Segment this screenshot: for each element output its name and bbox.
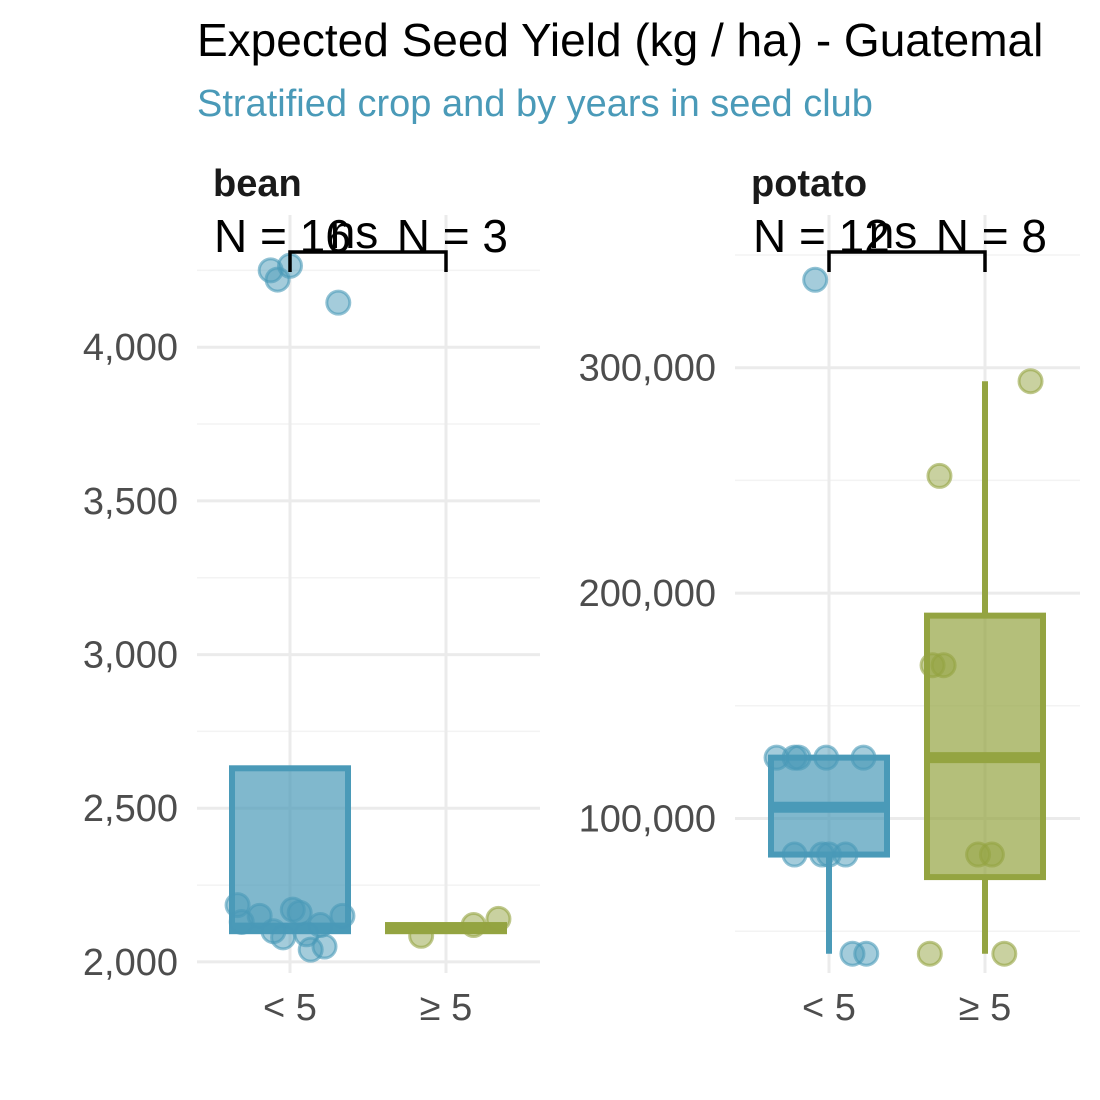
- data-point: [270, 924, 297, 951]
- chart-title: Expected Seed Yield (kg / ha) - Guatemal: [197, 14, 1043, 66]
- y-tick-label: 300,000: [579, 348, 716, 390]
- data-point: [781, 841, 808, 868]
- data-point: [1017, 368, 1044, 395]
- data-point: [853, 940, 880, 967]
- n-count-label: N = 3: [397, 210, 508, 262]
- data-point: [329, 902, 356, 929]
- significance-label: ns: [330, 206, 379, 258]
- facet-label: bean: [213, 163, 302, 205]
- significance-label: ns: [869, 206, 918, 258]
- data-point: [978, 841, 1005, 868]
- data-point: [485, 905, 512, 932]
- x-tick-label: < 5: [263, 987, 317, 1029]
- y-tick-label: 2,000: [83, 942, 178, 984]
- x-tick-label: ≥ 5: [420, 987, 473, 1029]
- y-tick-label: 200,000: [579, 573, 716, 615]
- data-point: [802, 266, 829, 293]
- n-count-label: N = 16: [214, 210, 351, 262]
- y-tick-label: 3,500: [83, 481, 178, 523]
- x-tick-label: < 5: [802, 987, 856, 1029]
- data-point: [916, 940, 943, 967]
- data-point: [930, 652, 957, 679]
- data-point: [325, 289, 352, 316]
- y-tick-label: 3,000: [83, 635, 178, 677]
- n-count-label: N = 8: [936, 210, 1047, 262]
- chart-subtitle: Stratified crop and by years in seed clu…: [197, 83, 873, 125]
- data-point: [832, 841, 859, 868]
- data-point: [311, 933, 338, 960]
- data-point: [785, 744, 812, 771]
- facet-label: potato: [751, 163, 867, 205]
- n-count-label: N = 12: [753, 210, 890, 262]
- data-point: [408, 922, 435, 949]
- y-tick-label: 4,000: [83, 327, 178, 369]
- data-point: [813, 744, 840, 771]
- data-point: [850, 744, 877, 771]
- y-tick-label: 2,500: [83, 788, 178, 830]
- significance-bracket: [288, 250, 448, 272]
- x-tick-label: ≥ 5: [959, 987, 1012, 1029]
- significance-bracket: [827, 250, 987, 272]
- data-point: [926, 462, 953, 489]
- y-tick-label: 100,000: [579, 798, 716, 840]
- data-point: [307, 912, 334, 939]
- data-point: [460, 912, 487, 939]
- data-point: [991, 940, 1018, 967]
- data-point: [286, 899, 313, 926]
